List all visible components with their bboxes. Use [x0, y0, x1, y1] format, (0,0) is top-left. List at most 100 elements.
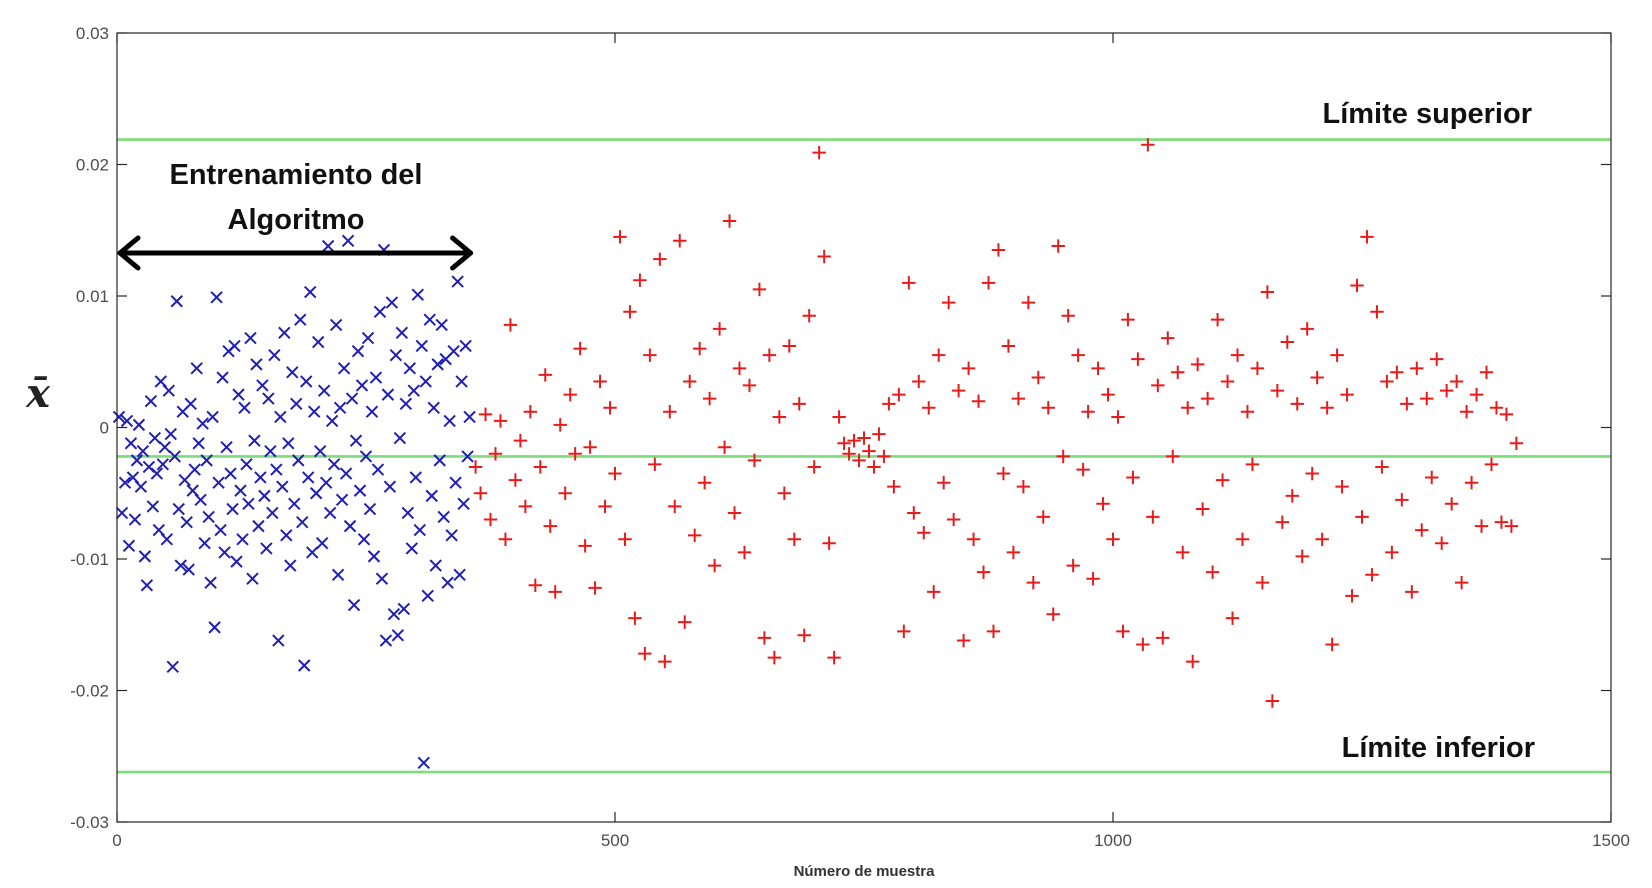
point-1-199	[1459, 405, 1474, 419]
point-1-192	[1425, 470, 1439, 485]
point-1-198	[1454, 575, 1469, 590]
point-1-117	[1051, 239, 1065, 253]
point-0-153	[419, 375, 432, 388]
x-tick-label: 500	[601, 831, 629, 850]
point-1-27	[603, 401, 617, 415]
point-1-7	[503, 318, 518, 332]
point-0-87	[288, 497, 301, 510]
point-1-157	[1250, 361, 1265, 376]
point-1-47	[702, 391, 717, 406]
point-1-189	[1410, 361, 1424, 376]
point-1-178	[1355, 510, 1369, 524]
point-1-3	[483, 512, 498, 527]
point-0-72	[258, 489, 271, 503]
point-1-57	[752, 282, 767, 297]
arrow-head-right	[450, 235, 474, 271]
point-0-82	[278, 326, 291, 340]
point-1-42	[678, 615, 692, 629]
point-1-179	[1360, 230, 1374, 244]
point-1-137	[1151, 378, 1165, 393]
point-0-169	[451, 275, 464, 288]
point-0-122	[357, 533, 371, 546]
point-0-135	[383, 480, 397, 493]
point-1-202	[1474, 519, 1489, 533]
point-0-66	[246, 572, 259, 585]
point-0-126	[365, 405, 379, 418]
point-0-100	[313, 444, 327, 458]
point-0-65	[244, 331, 257, 345]
data-series	[112, 138, 1524, 770]
point-0-45	[204, 576, 217, 589]
point-1-204	[1484, 457, 1499, 472]
point-1-35	[643, 348, 657, 362]
point-0-86	[286, 366, 299, 379]
point-1-21	[573, 341, 587, 356]
point-1-9	[513, 433, 528, 448]
point-1-121	[1071, 348, 1085, 362]
point-0-127	[367, 550, 381, 563]
point-1-39	[663, 405, 677, 419]
point-1-170	[1315, 532, 1329, 546]
point-1-156	[1245, 457, 1260, 472]
point-0-84	[282, 437, 295, 450]
point-0-43	[200, 454, 213, 467]
point-0-71	[256, 379, 269, 392]
point-1-83	[882, 397, 896, 411]
point-0-109	[331, 568, 345, 581]
point-0-70	[254, 471, 267, 484]
point-0-67	[248, 434, 261, 447]
point-1-14	[538, 368, 552, 382]
point-0-39	[192, 437, 205, 450]
point-1-183	[1380, 374, 1394, 389]
point-1-8	[508, 473, 523, 487]
point-1-63	[782, 339, 796, 353]
point-0-26	[166, 660, 179, 674]
point-1-186	[1395, 493, 1409, 507]
point-1-125	[1091, 361, 1105, 376]
point-1-197	[1449, 374, 1464, 389]
point-0-173	[459, 339, 472, 353]
y-tick-label: 0.02	[76, 156, 109, 175]
training-annotation-line2: Algoritmo	[228, 204, 365, 236]
point-0-118	[349, 434, 363, 447]
point-1-163	[1280, 335, 1294, 349]
point-1-67	[802, 309, 816, 323]
point-0-158	[429, 559, 442, 572]
point-0-112	[337, 362, 351, 375]
point-0-69	[252, 519, 265, 533]
point-1-133	[1131, 352, 1145, 366]
point-1-52	[727, 506, 742, 520]
point-0-170	[453, 568, 466, 581]
point-0-35	[184, 397, 197, 411]
point-0-137	[387, 608, 401, 621]
x-axis: 0 500 1000 1500	[112, 33, 1630, 850]
point-1-10	[518, 499, 533, 514]
point-1-100	[966, 532, 981, 546]
point-1-87	[902, 276, 916, 290]
point-1-74	[837, 436, 851, 450]
point-1-81	[872, 427, 886, 441]
point-1-144	[1185, 654, 1200, 669]
point-0-120	[353, 484, 367, 497]
point-0-167	[447, 345, 460, 358]
x-tick-label: 1500	[1592, 831, 1630, 850]
point-0-123	[359, 450, 373, 463]
point-1-118	[1056, 449, 1070, 464]
point-0-160	[433, 454, 446, 467]
point-0-21	[156, 458, 170, 471]
point-1-36	[648, 457, 662, 472]
point-0-27	[168, 450, 181, 463]
point-1-73	[832, 410, 846, 424]
point-1-49	[712, 322, 727, 336]
upper-limit-label: Límite superior	[1323, 98, 1533, 130]
point-1-143	[1181, 401, 1195, 415]
point-0-168	[449, 476, 462, 489]
x-axis-label: Número de muestra	[794, 863, 936, 880]
point-0-164	[441, 576, 454, 589]
point-0-138	[389, 348, 403, 362]
point-0-25	[164, 427, 177, 441]
point-1-95	[941, 295, 956, 310]
point-0-96	[306, 546, 319, 559]
point-0-148	[409, 471, 423, 484]
point-1-134	[1136, 637, 1150, 652]
